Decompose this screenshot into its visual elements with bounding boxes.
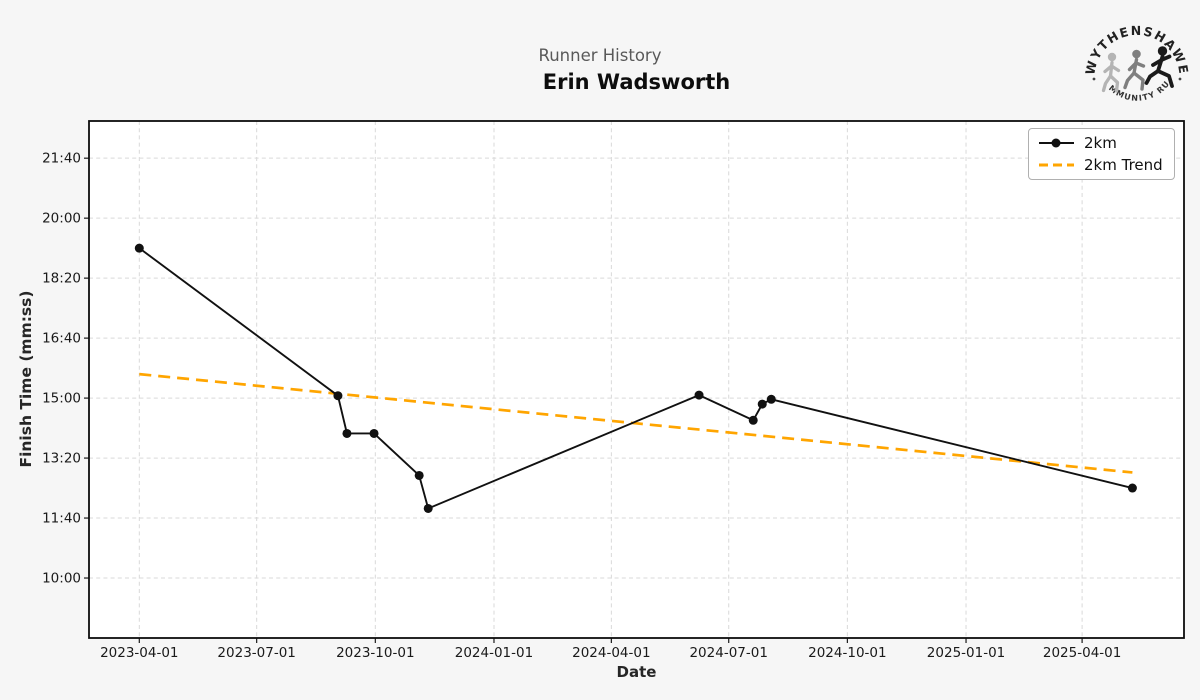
runner-silhouette-medium: [1123, 49, 1146, 91]
runner-silhouette-light: [1101, 52, 1121, 93]
legend-label: 2km Trend: [1084, 156, 1163, 174]
line-marker-sample-icon: [1039, 138, 1074, 148]
data-point-marker: [423, 503, 433, 513]
data-point-marker: [748, 415, 758, 425]
legend-item-2km-trend: 2km Trend: [1038, 156, 1168, 174]
y-tick-label: 15:00: [42, 391, 81, 407]
runner-silhouette-dark: [1144, 46, 1174, 88]
chart-title: Erin Wadsworth: [542, 70, 731, 94]
y-tick-label: 16:40: [42, 331, 81, 347]
data-point-marker: [694, 390, 704, 400]
x-tick-label: 2025-01-01: [927, 645, 1005, 661]
dashed-line-sample-icon: [1039, 163, 1074, 167]
legend-item-2km: 2km: [1038, 134, 1168, 152]
chart-subtitle: Runner History: [538, 46, 662, 65]
y-tick-label: 21:40: [42, 151, 81, 167]
x-axis-label: Date: [616, 663, 657, 681]
x-tick-label: 2024-04-01: [572, 645, 650, 661]
y-tick-label: 13:20: [42, 451, 81, 467]
data-point-marker: [766, 394, 776, 404]
x-tick-label: 2023-10-01: [336, 645, 414, 661]
trend-line-2km: [139, 372, 1133, 474]
data-point-marker: [1127, 483, 1137, 493]
y-axis-label: Finish Time (mm:ss): [17, 290, 35, 468]
data-point-marker: [333, 391, 343, 401]
y-tick-label: 20:00: [42, 211, 81, 227]
y-tick-label: 11:40: [42, 511, 81, 527]
legend-label: 2km: [1084, 134, 1117, 152]
legend: 2km 2km Trend: [1028, 128, 1175, 180]
y-tick-label: 18:20: [42, 271, 81, 287]
y-tick-label: 10:00: [42, 571, 81, 587]
data-point-marker: [134, 243, 144, 253]
x-tick-label: 2025-04-01: [1043, 645, 1121, 661]
plot-border: [88, 120, 1185, 639]
logo-top-text: WYTHENSHAWE: [1084, 23, 1190, 76]
x-tick-label: 2024-01-01: [455, 645, 533, 661]
x-tick-label: 2024-10-01: [808, 645, 886, 661]
x-tick-label: 2023-04-01: [100, 645, 178, 661]
logo-right-dot: [1178, 77, 1182, 81]
data-point-marker: [342, 428, 352, 438]
logo-left-dot: [1092, 77, 1096, 81]
x-tick-label: 2024-07-01: [689, 645, 767, 661]
x-tick-label: 2023-07-01: [217, 645, 295, 661]
plot-background: [89, 121, 1184, 638]
data-point-marker: [369, 428, 379, 438]
data-point-marker: [757, 399, 767, 409]
wythenshawe-community-run-logo: WYTHENSHAWE COMMUNITY RUN: [1084, 8, 1190, 103]
data-point-marker: [414, 470, 424, 480]
